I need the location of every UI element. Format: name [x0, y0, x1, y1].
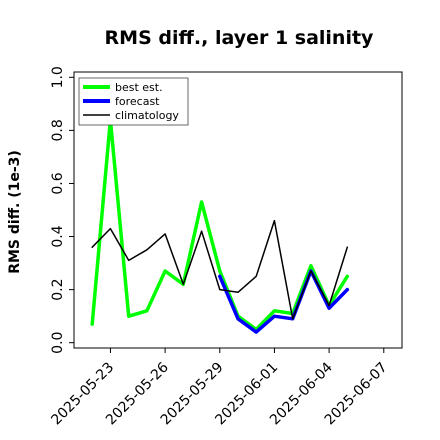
- chart-title: RMS diff., layer 1 salinity: [105, 27, 375, 49]
- y-tick-label: 0.0: [50, 332, 66, 354]
- legend: best est. forecast climatology: [78, 77, 189, 126]
- series-line-forecast: [218, 269, 350, 334]
- legend-label-best-est: best est.: [115, 81, 163, 94]
- y-axis-label: RMS diff. (1e-3): [7, 150, 23, 274]
- series-line-best-est: [90, 118, 350, 332]
- series-line-climatology: [91, 219, 349, 320]
- y-tick-label: 0.8: [50, 119, 66, 141]
- legend-label-forecast: forecast: [115, 95, 160, 108]
- legend-label-climatology: climatology: [115, 109, 179, 122]
- y-tick-label: 1.0: [50, 66, 66, 88]
- y-tick-label: 0.6: [50, 172, 66, 194]
- y-tick-label: 0.2: [50, 278, 66, 300]
- series-layer: [90, 118, 350, 334]
- y-tick-label: 0.4: [50, 225, 66, 247]
